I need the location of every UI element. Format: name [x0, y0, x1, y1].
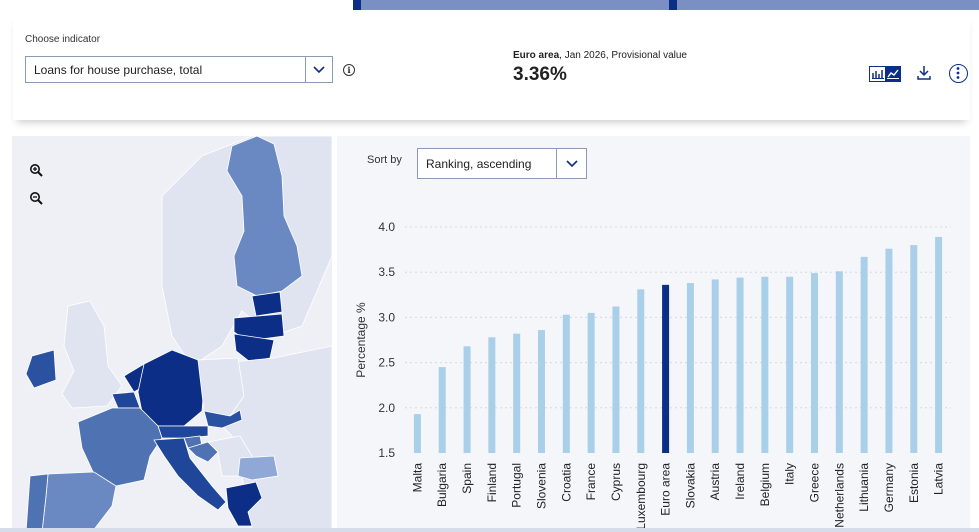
y-tick-label: 3.0 — [378, 310, 395, 324]
bar-chart-icon[interactable] — [870, 67, 885, 81]
map-region-portugal[interactable] — [25, 473, 49, 532]
x-tick-label: Ireland — [733, 463, 747, 500]
bar-portugal[interactable] — [513, 333, 521, 453]
indicator-panel: Choose indicator Loans for house purchas… — [13, 14, 970, 120]
x-tick-label: Greece — [808, 463, 822, 503]
bar-finland[interactable] — [488, 337, 496, 453]
bar-luxembourg[interactable] — [637, 289, 645, 453]
europe-map[interactable] — [12, 136, 332, 532]
x-tick-label: Croatia — [559, 463, 573, 502]
tab-divider — [353, 0, 361, 10]
zoom-out-icon[interactable] — [28, 190, 44, 206]
map-region-poland[interactable] — [197, 357, 245, 417]
map-region-estonia[interactable] — [251, 291, 283, 317]
bar-ireland[interactable] — [736, 277, 744, 453]
line-chart-icon[interactable] — [885, 67, 900, 81]
footer-divider — [0, 528, 979, 532]
x-tick-label: Germany — [882, 463, 896, 512]
x-tick-label: Latvia — [932, 463, 946, 495]
period-label: , Jan 2026, Provisional value — [559, 50, 687, 61]
x-tick-label: Belgium — [758, 463, 772, 506]
x-tick-label: Netherlands — [832, 463, 846, 528]
bar-latvia[interactable] — [935, 236, 943, 453]
bar-netherlands[interactable] — [835, 271, 843, 453]
headline-value: 3.36% — [513, 64, 567, 85]
x-tick-label: Italy — [783, 463, 797, 485]
x-tick-label: Austria — [708, 463, 722, 501]
indicator-select-value: Loans for house purchase, total — [34, 62, 203, 77]
chart-type-toggle[interactable] — [869, 66, 901, 82]
bar-greece[interactable] — [811, 273, 818, 453]
map-region-france[interactable] — [77, 407, 163, 487]
bar-austria[interactable] — [711, 279, 719, 453]
indicator-select[interactable]: Loans for house purchase, total — [25, 56, 333, 83]
map-region-austria[interactable] — [157, 425, 209, 439]
bar-cyprus[interactable] — [612, 306, 620, 453]
sort-select[interactable]: Ranking, ascending — [417, 148, 587, 179]
zoom-in-icon[interactable] — [28, 162, 44, 178]
tab-segment-2[interactable] — [677, 0, 979, 10]
top-tab-bar — [0, 0, 979, 10]
bar-bulgaria[interactable] — [438, 367, 446, 453]
y-tick-label: 1.5 — [378, 446, 395, 460]
bar-croatia[interactable] — [562, 314, 570, 453]
bar-estonia[interactable] — [910, 245, 918, 453]
bar-lithuania[interactable] — [860, 256, 868, 453]
map-region-greece[interactable] — [225, 481, 263, 527]
y-axis-label: Percentage % — [354, 302, 368, 378]
chart-panel: Sort by Ranking, ascending 1.5 2.0 2.5 3.0 3… — [337, 136, 970, 532]
bar-chart: 1.5 2.0 2.5 3.0 3.5 4.0 Percentage % Malta Bulga… — [354, 220, 951, 530]
y-tick-label: 2.5 — [378, 356, 395, 370]
bar-slovenia[interactable] — [538, 330, 545, 453]
map-region-germany[interactable] — [137, 349, 205, 427]
map-region-bulgaria[interactable] — [237, 455, 279, 481]
bar-spain[interactable] — [463, 346, 471, 453]
x-tick-label: Bulgaria — [435, 463, 449, 507]
chevron-down-icon[interactable] — [556, 149, 586, 178]
x-tick-label: Finland — [485, 463, 499, 502]
euro-area-label: Euro area — [513, 50, 560, 61]
info-icon[interactable]: i — [343, 64, 355, 76]
sort-select-value: Ranking, ascending — [426, 156, 532, 171]
x-tick-label: Estonia — [907, 463, 921, 503]
more-options-icon[interactable] — [949, 64, 968, 83]
x-tick-label: Portugal — [510, 463, 524, 508]
x-tick-label: Euro area — [659, 463, 673, 516]
x-tick-label: Luxembourg — [634, 463, 648, 530]
bar-slovakia[interactable] — [686, 283, 694, 453]
map-region-uk[interactable] — [61, 300, 123, 409]
map-region-finland[interactable] — [226, 136, 303, 297]
x-tick-label: Lithuania — [857, 463, 871, 512]
bar-germany[interactable] — [885, 248, 893, 453]
x-tick-label: France — [584, 463, 598, 501]
headline-caption: Euro area, Jan 2026, Provisional value — [513, 50, 687, 61]
europe-map-svg — [12, 136, 332, 532]
bar-italy[interactable] — [786, 276, 794, 453]
map-region-italy[interactable] — [153, 437, 227, 511]
y-tick-label: 4.0 — [378, 220, 395, 234]
x-tick-label: Slovakia — [683, 463, 697, 509]
bar-belgium[interactable] — [761, 276, 769, 453]
bar-malta[interactable] — [413, 414, 421, 453]
choose-indicator-label: Choose indicator — [25, 34, 101, 45]
tab-divider — [669, 0, 677, 10]
x-tick-label: Malta — [410, 463, 424, 493]
download-icon[interactable] — [916, 65, 932, 81]
x-tick-label: Spain — [460, 463, 474, 494]
x-tick-label: Slovenia — [535, 463, 549, 509]
bar-france[interactable] — [587, 312, 595, 453]
chevron-down-icon[interactable] — [305, 57, 332, 82]
y-tick-label: 3.5 — [378, 265, 395, 279]
bar-euro-area[interactable] — [662, 284, 670, 453]
y-tick-label: 2.0 — [378, 401, 395, 415]
x-tick-label: Cyprus — [609, 463, 623, 501]
tab-segment-1[interactable] — [353, 0, 669, 10]
map-region-croatia[interactable] — [187, 441, 219, 463]
map-region-ireland[interactable] — [25, 349, 57, 389]
sort-by-label: Sort by — [367, 154, 402, 166]
